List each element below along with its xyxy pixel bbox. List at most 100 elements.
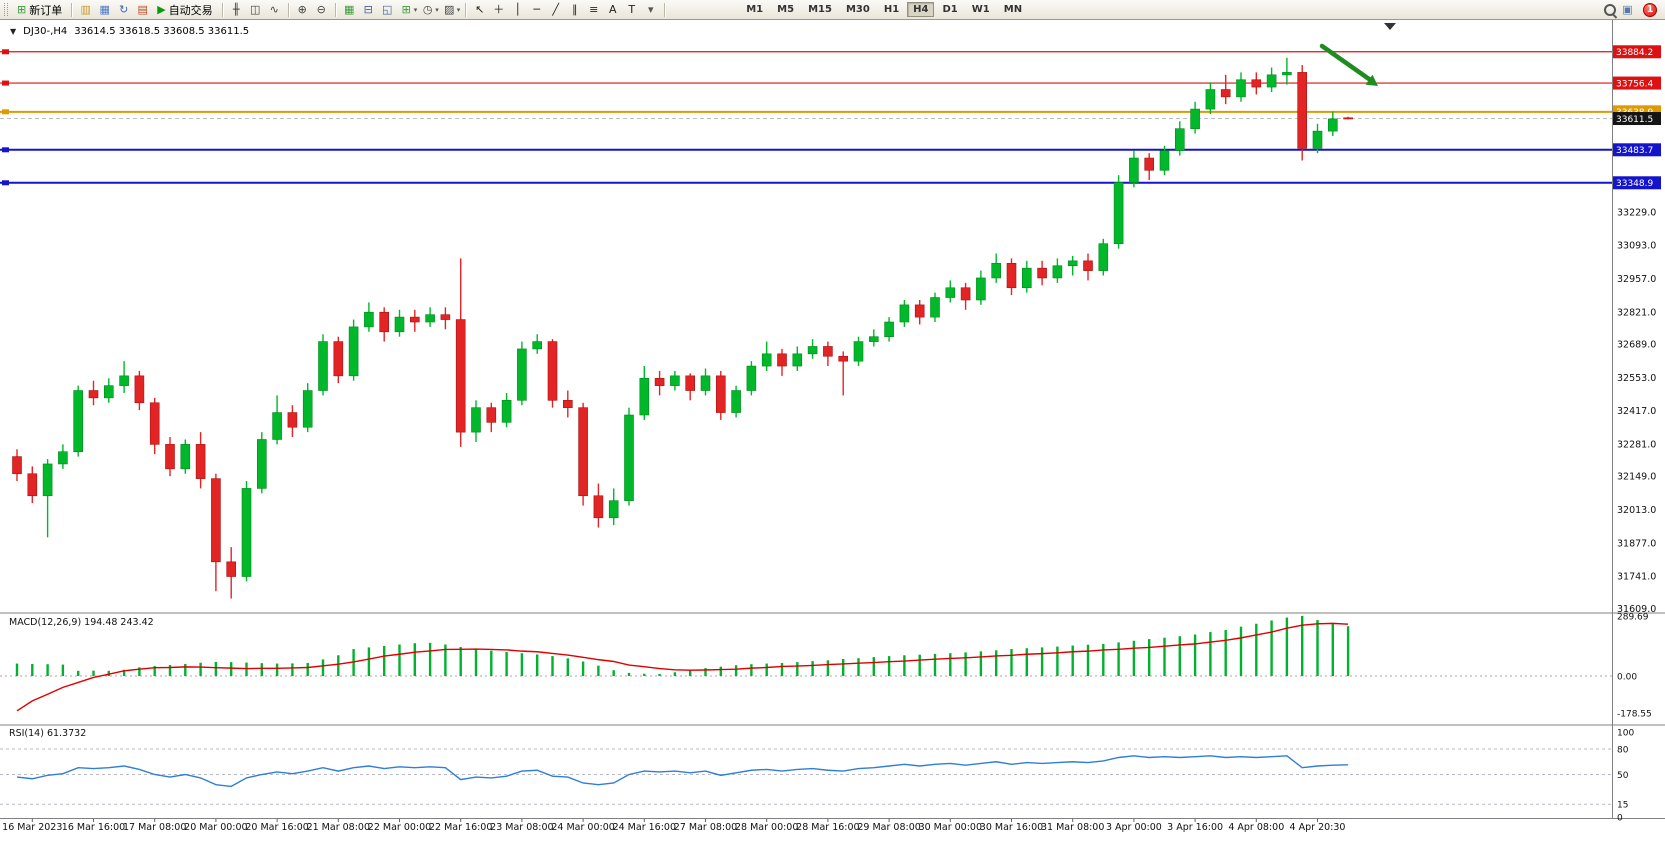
time-label: 16 Mar 2023 <box>2 822 62 833</box>
timeframe-w1[interactable]: W1 <box>971 4 990 15</box>
signal-arrow-annotation[interactable] <box>1319 43 1378 86</box>
channel-icon[interactable]: ∥ <box>571 3 578 16</box>
price-label: 32821.0 <box>1617 307 1656 318</box>
hline-marker[interactable] <box>2 109 9 115</box>
candlestick-chart-icon[interactable]: ◫ <box>249 3 261 16</box>
time-label: 23 Mar 08:00 <box>490 822 553 833</box>
cursor-icon[interactable]: ↖ <box>475 3 485 16</box>
rsi-pane <box>0 748 1612 805</box>
chart-title: ▼ DJ30-,H4 33614.5 33618.5 33608.5 33611… <box>10 26 249 37</box>
notification-badge[interactable]: 1 <box>1643 2 1657 17</box>
price-label: 31741.0 <box>1617 572 1656 583</box>
line-chart-icon[interactable]: ∿ <box>269 3 279 16</box>
arrows-tool-icon[interactable]: T <box>628 3 636 16</box>
horizontal-line-icon[interactable]: ─ <box>533 3 541 16</box>
time-label: 22 Mar 00:00 <box>368 822 431 833</box>
market-icon-group: ▥ ▦ ↻ ▤ <box>76 2 152 18</box>
period-selector-icon-dropdown[interactable]: ▾ <box>435 5 439 14</box>
timeframe-mn[interactable]: MN <box>1003 4 1023 15</box>
search-icon[interactable] <box>1602 2 1618 18</box>
price-label: 33093.0 <box>1617 241 1656 252</box>
text-label-icon[interactable]: A <box>608 3 617 16</box>
timeframe-h4[interactable]: H4 <box>907 2 935 17</box>
tile-windows-icon[interactable]: ▦ <box>343 3 355 16</box>
toolbar-grip[interactable] <box>4 3 8 16</box>
insert-group: ⊞ ▾ ◷ ▾ ▨ ▾ <box>397 2 462 18</box>
rsi-scale-label: 50 <box>1617 771 1629 781</box>
price-tag-33483.7-text: 33483.7 <box>1616 146 1653 156</box>
new-order-button[interactable]: ⊞ 新订单 <box>12 0 67 20</box>
time-label: 29 Mar 08:00 <box>857 822 920 833</box>
time-label: 28 Mar 16:00 <box>796 822 859 833</box>
hline-marker[interactable] <box>2 49 9 55</box>
price-label: 32013.0 <box>1617 505 1656 516</box>
rsi-scale-label: 15 <box>1617 801 1628 811</box>
template-icon-dropdown[interactable]: ▾ <box>456 5 461 14</box>
bar-chart-icon[interactable]: ╫ <box>232 3 240 16</box>
hline-marker[interactable] <box>2 147 9 153</box>
price-tag-33884.2-text: 33884.2 <box>1616 48 1653 58</box>
rsi-scale-label: 100 <box>1617 728 1634 738</box>
timeframe-m5[interactable]: M5 <box>777 4 795 15</box>
zoom-in-icon[interactable]: ⊕ <box>297 3 307 16</box>
add-indicator-icon-dropdown[interactable]: ▾ <box>413 5 418 14</box>
chart-ohlc: 33614.5 33618.5 33608.5 33611.5 <box>74 26 250 37</box>
shapes-dropdown-icon[interactable]: ▾ <box>647 3 654 16</box>
rsi-label: RSI(14) 61.3732 <box>9 728 87 739</box>
chart-type-group: ╫ ◫ ∿ <box>227 2 284 18</box>
time-label: 24 Mar 16:00 <box>613 822 676 833</box>
toolbar-separator <box>334 2 336 17</box>
refresh-icon[interactable]: ↻ <box>119 3 129 16</box>
vertical-line-icon[interactable]: │ <box>514 3 522 16</box>
time-label: 4 Apr 20:30 <box>1290 822 1346 833</box>
timeframe-group: M1 M5 M15 M30 H1 H4 D1 W1 MN <box>739 2 1029 17</box>
chart-shift-marker-icon[interactable] <box>1384 23 1396 30</box>
time-label: 3 Apr 00:00 <box>1106 822 1162 833</box>
template-icon[interactable]: ▨ <box>444 3 455 16</box>
drawing-tools-group: ↖ ＋ │ ─ ╱ ∥ ≡ A T ▾ <box>470 2 660 18</box>
timeframe-h1[interactable]: H1 <box>883 4 900 15</box>
auto-trading-label: 自动交易 <box>168 3 213 17</box>
level-lines[interactable] <box>0 49 1612 186</box>
price-label: 32417.0 <box>1617 406 1656 417</box>
trendline-icon[interactable]: ╱ <box>552 3 560 16</box>
chart-list-icon[interactable]: ▦ <box>99 3 110 16</box>
one-click-trading-arrow[interactable]: ▼ <box>10 27 17 36</box>
macd-scale-label: 289.69 <box>1617 612 1649 622</box>
period-selector-icon[interactable]: ◷ <box>422 3 433 16</box>
hline-marker[interactable] <box>2 180 9 186</box>
add-indicator-icon[interactable]: ⊞ <box>401 3 411 16</box>
toolbar-separator <box>71 2 73 17</box>
time-label: 21 Mar 08:00 <box>307 822 370 833</box>
profiles-icon[interactable]: ▥ <box>80 3 91 16</box>
new-order-label: 新订单 <box>29 3 63 17</box>
price-tag-33348.9-text: 33348.9 <box>1616 179 1653 189</box>
fibonacci-icon[interactable]: ≡ <box>589 3 599 16</box>
toolbar: ⊞ 新订单 ▥ ▦ ↻ ▤ ▶ 自动交易 ╫ ◫ ∿ ⊕ ⊖ ▦ ⊟ ◱ ⊞ ▾ ◷ ▾ ▨ ▾ ↖ ＋ │ ─… <box>0 0 1665 20</box>
add-indicator-icon-wrap: ⊞ ▾ <box>397 2 419 18</box>
price-label: 32149.0 <box>1617 472 1656 483</box>
data-history-icon[interactable]: ▤ <box>137 3 148 16</box>
alerts-icon[interactable]: ▣ <box>1622 3 1633 16</box>
time-label: 20 Mar 16:00 <box>245 822 308 833</box>
timeframe-m30[interactable]: M30 <box>845 4 870 15</box>
price-label: 31609.0 <box>1617 604 1656 615</box>
rsi-scale-label: 80 <box>1617 745 1629 755</box>
hline-marker[interactable] <box>2 80 9 86</box>
auto-trading-button[interactable]: ▶ 自动交易 <box>152 0 217 20</box>
timeframe-m1[interactable]: M1 <box>746 4 764 15</box>
price-axis[interactable]: 33229.0 33093.0 32957.0 32821.0 32689.0 32553… <box>1617 207 1656 823</box>
time-label: 30 Mar 00:00 <box>919 822 982 833</box>
zoom-out-icon[interactable]: ⊖ <box>316 3 326 16</box>
time-label: 20 Mar 00:00 <box>184 822 247 833</box>
cascade-windows-icon[interactable]: ◱ <box>381 3 393 16</box>
timeframe-d1[interactable]: D1 <box>942 4 958 15</box>
timeframe-m15[interactable]: M15 <box>808 4 832 15</box>
arrange-windows-icon[interactable]: ⊟ <box>363 3 373 16</box>
price-tag-33483.7: 33483.7 <box>1613 143 1661 157</box>
chart-symbol-period: DJ30-,H4 <box>23 26 68 37</box>
crosshair-icon[interactable]: ＋ <box>493 3 505 16</box>
